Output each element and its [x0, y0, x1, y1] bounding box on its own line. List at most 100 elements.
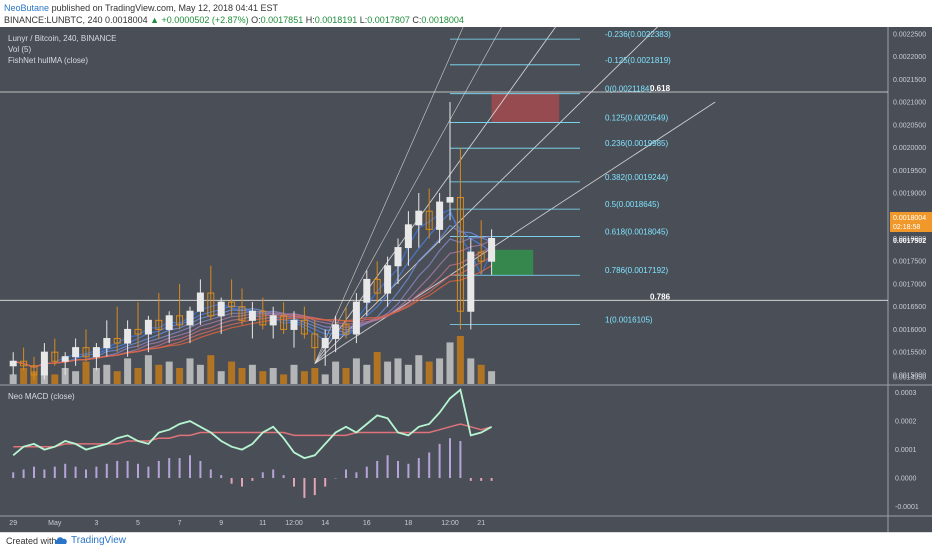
volume-bar [238, 368, 246, 384]
macd-histogram-bar [85, 469, 87, 479]
volume-bar [373, 352, 381, 384]
time-axis[interactable]: 29 May 3 5 7 9 11 12:00 14 16 18 12:00 21 [9, 520, 485, 527]
low-value: 0.0017807 [367, 15, 410, 25]
macd-histogram-bar [53, 466, 56, 479]
fib-level-label: 0.786(0.0017192) [605, 266, 669, 275]
price-tick-label: 0.0020500 [893, 122, 926, 129]
volume-bar [207, 355, 215, 384]
candle-body [82, 347, 90, 358]
ohlc-line: BINANCE:LUNBTC, 240 0.0018004 ▲ +0.00005… [4, 15, 464, 25]
candles-layer [9, 102, 496, 380]
macd-histogram-bar [74, 466, 77, 479]
author-link[interactable]: NeoButane [4, 3, 50, 13]
volume-bar [134, 368, 142, 384]
volume-bar [269, 368, 277, 384]
price-axis[interactable]: 0.0022500 0.0022000 0.0021500 0.0021000 0.00… [893, 31, 926, 381]
sell-zone[interactable] [491, 93, 560, 123]
tradingview-logo[interactable]: TradingView [54, 535, 126, 546]
macd-tick-label: 0.0001 [895, 447, 917, 454]
candle-body [425, 210, 433, 230]
macd-pane[interactable]: 0.0003 0.0002 0.0001 0.0000 -0.0001 [12, 388, 919, 511]
time-tick-label: 29 [9, 520, 17, 527]
open-label: O: [251, 15, 261, 25]
volume-bar [113, 371, 121, 384]
volume-bar [456, 336, 464, 384]
time-tick-label: 11 [259, 520, 266, 527]
volume-bar [280, 374, 288, 384]
macd-histogram-bar [22, 469, 25, 479]
publish-info: published on TradingView.com, May 12, 20… [51, 3, 279, 13]
macd-tick-label: 0.0003 [895, 390, 917, 397]
current-price-label: 0.0017502 [893, 238, 926, 245]
volume-bar [103, 364, 111, 384]
candle-body [488, 237, 496, 262]
volume-bar [61, 368, 69, 384]
fib-level-label: 0.382(0.0019244) [605, 173, 669, 182]
macd-histogram-bar [293, 478, 295, 487]
fan-line [314, 27, 464, 364]
macd-histogram-bar [386, 455, 389, 479]
macd-histogram-bar [261, 472, 264, 479]
macd-histogram-bar [449, 438, 451, 479]
candle-body [352, 301, 360, 335]
fib-level-label: 0.236(0.0019985) [605, 139, 669, 148]
macd-histogram-bar [189, 455, 191, 479]
created-with: Created with [6, 536, 57, 546]
legend-vol: Vol (5) [8, 45, 31, 54]
fib-retracement[interactable]: -0.236(0.0022383) -0.125(0.0021819) 0(0.00… [450, 30, 671, 326]
candle-body [30, 365, 38, 376]
candle-body [165, 315, 173, 330]
macd-histogram-bar [95, 466, 98, 479]
volume-bar [144, 355, 152, 384]
time-tick-label: 16 [363, 520, 371, 527]
macd-tick-label: 0.0002 [895, 419, 917, 426]
candle-body [217, 301, 225, 317]
buy-zone[interactable] [491, 249, 534, 276]
volume-bars [9, 336, 496, 384]
macd-histogram-bar [480, 478, 483, 481]
horizontal-lines[interactable]: 0.618 0.786 [0, 84, 888, 301]
volume-bar [415, 355, 423, 384]
volume-bar [352, 358, 360, 384]
price-tick-label: 0.0019500 [893, 168, 926, 175]
chart-background [0, 27, 932, 532]
candle-body [92, 347, 100, 358]
volume-bar [477, 364, 485, 384]
macd-histogram-bar [272, 469, 275, 479]
volume-bar [155, 364, 163, 384]
volume-bar [20, 368, 28, 384]
candle-body [113, 338, 121, 344]
candle-body [436, 201, 444, 230]
legend-macd: Neo MACD (close) [8, 392, 75, 401]
macd-histogram-bar [116, 460, 119, 479]
time-tick-label: 21 [477, 520, 485, 527]
chart-area[interactable]: -0.236(0.0022383) -0.125(0.0021819) 0(0.00… [0, 27, 932, 532]
candle-body [144, 319, 152, 335]
macd-histogram-bar [459, 441, 462, 479]
macd-histogram-bar [469, 478, 472, 481]
volume-bar [394, 358, 402, 384]
time-tick-label: 12:00 [441, 520, 459, 527]
macd-histogram-bar [490, 478, 493, 481]
legend-hullma: FishNet hullMA (close) [8, 56, 88, 65]
volume-bar [196, 364, 204, 384]
price-tick-label: 0.0021000 [893, 100, 926, 107]
macd-histogram-bar [324, 478, 327, 487]
macd-histogram-bar [334, 478, 337, 479]
price-tick-label: 0.0017500 [893, 259, 926, 266]
price-tag-box [890, 212, 932, 232]
candle-body [124, 328, 132, 344]
volume-bar [248, 364, 256, 384]
price-pane[interactable] [0, 27, 932, 532]
volume-bar [425, 361, 433, 384]
time-tick-label: 9 [219, 520, 223, 527]
candle-body [311, 333, 319, 349]
close-value: 0.0018004 [421, 15, 464, 25]
macd-histogram-bar [147, 466, 150, 479]
candle-body [342, 324, 350, 335]
price-tick-label: 0.0014950 [893, 375, 926, 382]
candle-body [415, 210, 423, 226]
price-tick-label: 0.0015500 [893, 350, 926, 357]
volume-bar [384, 361, 392, 384]
horizontal-line-label: 0.618 [650, 84, 671, 93]
